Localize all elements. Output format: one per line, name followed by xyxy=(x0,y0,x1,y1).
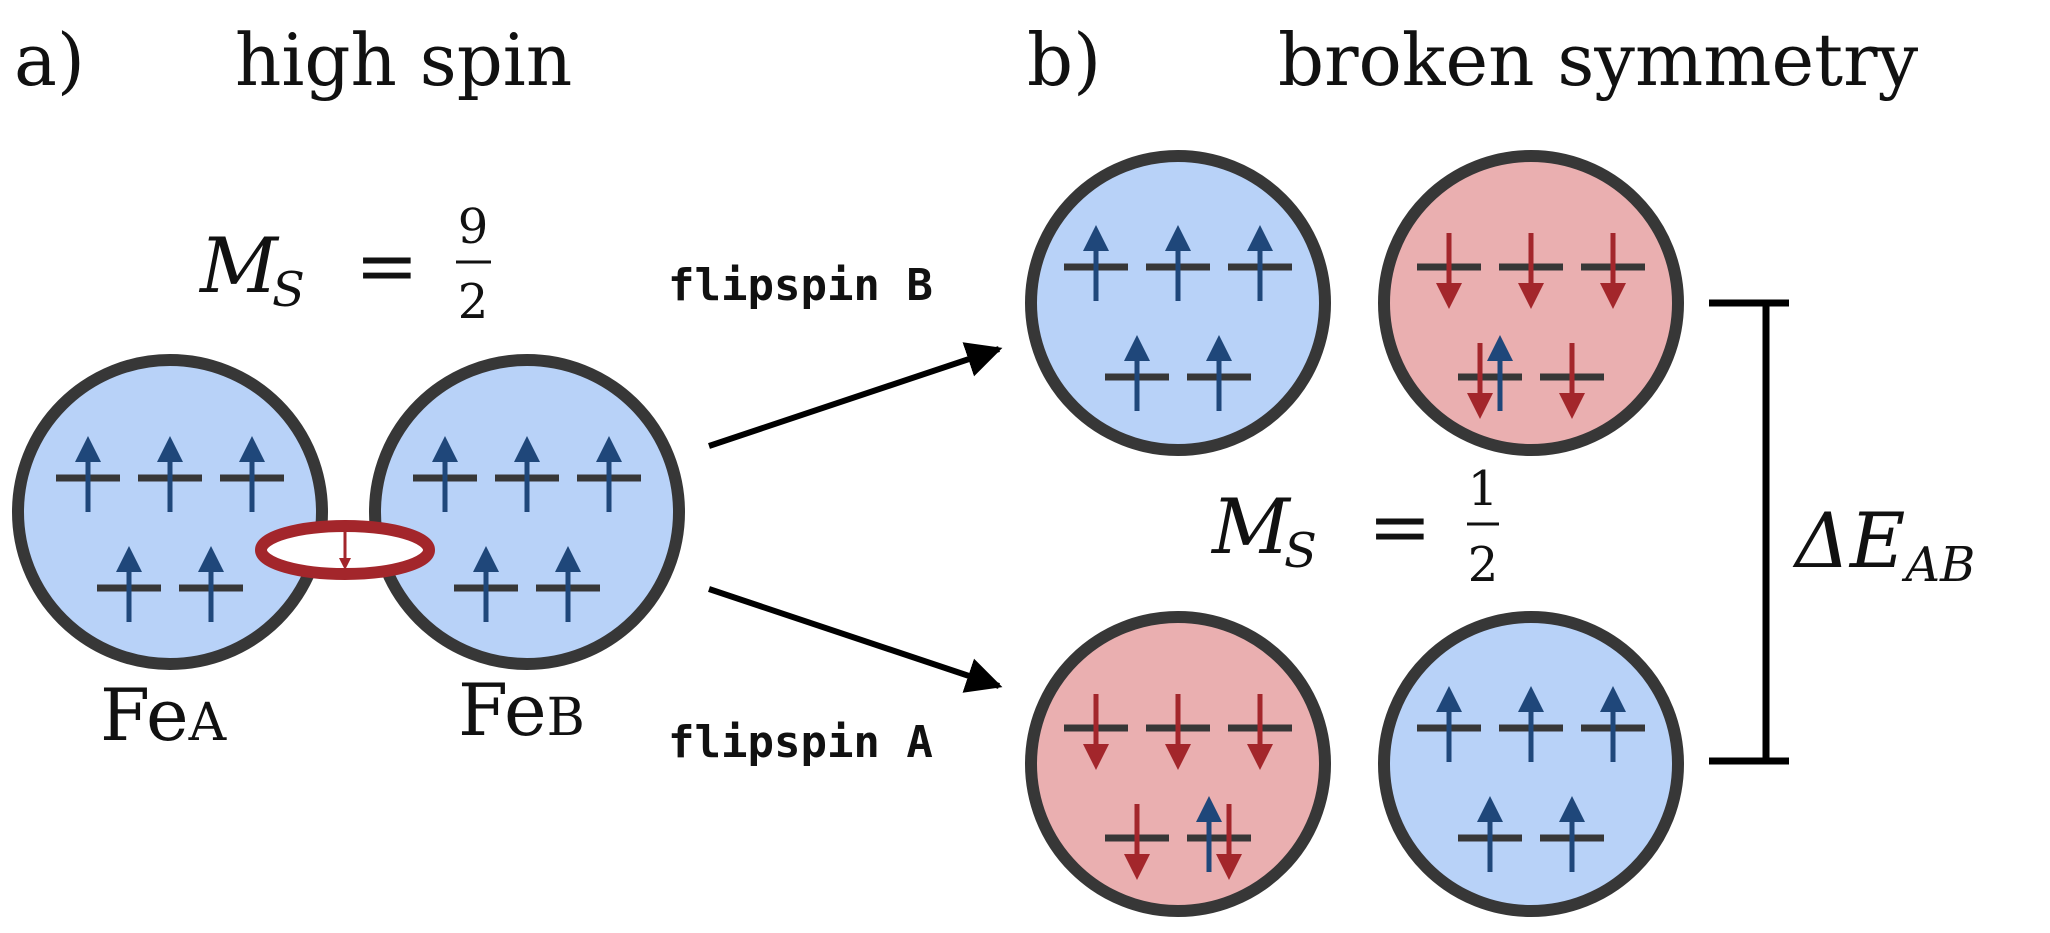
orbital-level xyxy=(413,436,477,512)
orbital-level xyxy=(454,546,518,622)
orbital-level xyxy=(1540,343,1604,419)
orbital-level xyxy=(1105,335,1169,411)
spin-down-arrowhead xyxy=(1165,744,1191,770)
fe-a-label: FeA xyxy=(100,673,228,757)
spin-up-arrowhead xyxy=(1165,225,1191,251)
spin-up-arrowhead xyxy=(596,436,622,462)
spin-up-arrowhead xyxy=(1477,796,1503,822)
spin-up-arrowhead xyxy=(1436,686,1462,712)
orbital-level xyxy=(1581,233,1645,309)
spin-down-arrowhead xyxy=(1600,283,1626,309)
orbital-level xyxy=(1105,804,1169,880)
orbital-level xyxy=(138,436,202,512)
flipspin-b-arrow xyxy=(708,342,1003,449)
ms-denominator-b: 2 xyxy=(1468,537,1499,593)
ms-subscript-b: S xyxy=(1284,523,1317,579)
equals-sign-b: = xyxy=(1368,482,1432,571)
spin-up-arrowhead xyxy=(1124,335,1150,361)
panel-a-title: high spin xyxy=(235,18,572,102)
orbital-level xyxy=(495,436,559,512)
orbital-level xyxy=(56,436,120,512)
orbital-level xyxy=(1581,686,1645,762)
panel-b-title: broken symmetry xyxy=(1278,18,1918,102)
panel-a-letter: a) xyxy=(14,18,85,102)
spin-down-arrowhead xyxy=(1247,744,1273,770)
spin-up-arrowhead xyxy=(1487,335,1513,361)
spin-up-arrowhead xyxy=(1083,225,1109,251)
ms-symbol: M xyxy=(198,221,280,310)
spin-up-arrowhead xyxy=(555,546,581,572)
orbital-level xyxy=(1499,233,1563,309)
orbital-level xyxy=(1187,335,1251,411)
spin-down-arrowhead xyxy=(1467,393,1493,419)
orbital-level xyxy=(1146,694,1210,770)
orbital-level xyxy=(577,436,641,512)
ms-numerator-b: 1 xyxy=(1468,461,1499,517)
spin-up-arrowhead xyxy=(1559,796,1585,822)
orbital-level xyxy=(1228,694,1292,770)
ms-symbol-b: M xyxy=(1210,482,1292,571)
orbital-level xyxy=(1417,233,1481,309)
bridge-arrowhead xyxy=(339,558,351,570)
spin-down-arrowhead xyxy=(1216,854,1242,880)
spin-up-arrowhead xyxy=(1247,225,1273,251)
orbital-level xyxy=(97,546,161,622)
orbital-level xyxy=(1458,796,1522,872)
panel-b-ms-formula: M S = 1 2 xyxy=(1210,461,1499,593)
ms-subscript: S xyxy=(272,262,305,318)
orbital-level xyxy=(1499,686,1563,762)
spin-up-arrowhead xyxy=(1196,796,1222,822)
spin-up-arrowhead xyxy=(432,436,458,462)
spin-up-arrowhead xyxy=(1518,686,1544,712)
bs-bottom-right-circle xyxy=(1378,611,1684,917)
orbital-level xyxy=(536,546,600,622)
energy-gap-bracket xyxy=(1709,299,1789,765)
spin-up-arrowhead xyxy=(198,546,224,572)
fe-a-orbitals xyxy=(56,436,641,622)
orbital-level xyxy=(1228,225,1292,301)
spin-down-arrowhead xyxy=(1559,393,1585,419)
spin-up-arrowhead xyxy=(75,436,101,462)
orbital-level xyxy=(1417,686,1481,762)
spin-down-arrowhead xyxy=(1518,283,1544,309)
orbital-level xyxy=(1458,335,1522,419)
orbital-level xyxy=(1540,796,1604,872)
spin-down-arrowhead xyxy=(1083,744,1109,770)
fe-b-label: FeB xyxy=(458,668,585,752)
orbital-level xyxy=(1064,694,1128,770)
spin-up-arrowhead xyxy=(1600,686,1626,712)
bs-top-left-circle xyxy=(1025,150,1331,456)
spin-up-arrowhead xyxy=(239,436,265,462)
ms-numerator: 9 xyxy=(458,199,489,255)
flipspin-b-label: flipspin B xyxy=(668,260,933,311)
spin-down-arrowhead xyxy=(1436,283,1462,309)
panel-a-ms-formula: M S = 9 2 xyxy=(198,199,491,330)
ms-denominator: 2 xyxy=(458,274,489,330)
spin-up-arrowhead xyxy=(1206,335,1232,361)
flipspin-a-arrow xyxy=(708,586,1003,693)
orbital-level xyxy=(1064,225,1128,301)
orbital-level xyxy=(1187,796,1251,880)
orbital-level xyxy=(1146,225,1210,301)
orbital-level xyxy=(179,546,243,622)
flipspin-a-label: flipspin A xyxy=(668,717,933,768)
spin-up-arrowhead xyxy=(157,436,183,462)
panel-b-letter: b) xyxy=(1027,18,1101,102)
orbital-level xyxy=(220,436,284,512)
spin-up-arrowhead xyxy=(514,436,540,462)
spin-down-arrowhead xyxy=(1124,854,1150,880)
equals-sign: = xyxy=(355,221,419,310)
spin-up-arrowhead xyxy=(473,546,499,572)
delta-e-label: ΔEAB xyxy=(1792,496,1975,593)
broken-symmetry-orbitals xyxy=(1064,225,1645,880)
spin-up-arrowhead xyxy=(116,546,142,572)
